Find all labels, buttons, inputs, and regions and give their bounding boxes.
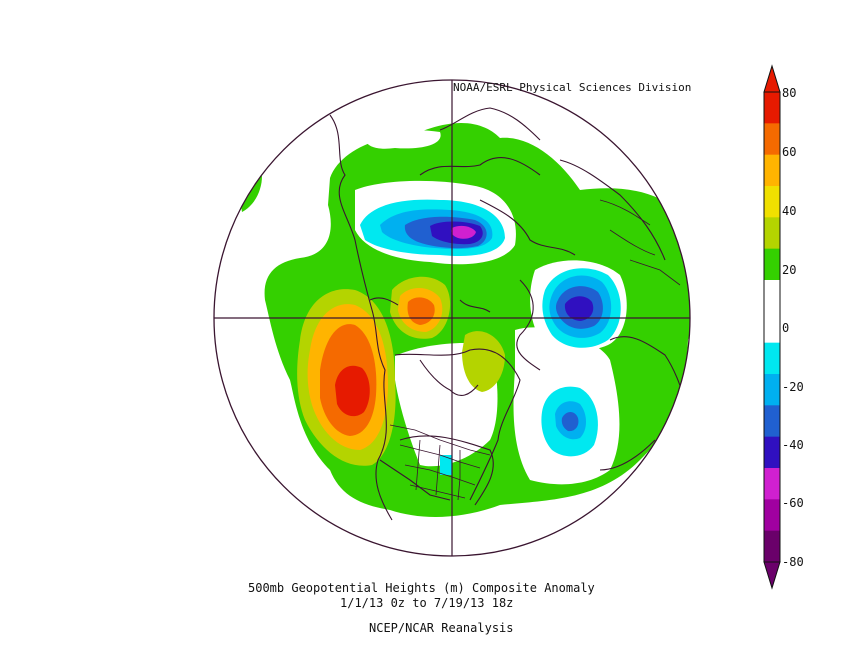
colorbar-band <box>764 92 780 124</box>
date-range: 1/1/13 0z to 7/19/13 18z <box>340 596 514 610</box>
colorbar-band <box>764 342 780 375</box>
positive-anomaly-region <box>462 331 505 392</box>
negative-anomaly-region <box>564 296 594 321</box>
colorbar-band <box>764 248 780 281</box>
colorbar-band <box>764 154 780 187</box>
colorbar-band <box>764 468 780 500</box>
colorbar-tick-label: 20 <box>782 263 797 277</box>
colorbar-band <box>764 123 780 156</box>
negative-anomaly-region <box>451 225 476 239</box>
negative-anomaly-region <box>561 412 579 432</box>
colorbar-tick-label: -60 <box>782 496 804 510</box>
colorbar-band <box>764 499 780 532</box>
positive-anomaly-region <box>240 176 262 212</box>
colorbar <box>763 64 781 590</box>
colorbar-top-arrow <box>763 64 781 93</box>
data-source: NCEP/NCAR Reanalysis <box>369 621 514 635</box>
colorbar-tick-label: -20 <box>782 380 804 394</box>
colorbar-tick-label: 80 <box>782 86 797 100</box>
political-borders <box>389 199 681 501</box>
coastlines <box>329 107 686 521</box>
colorbar-band <box>764 436 780 469</box>
globe-outline <box>213 79 691 557</box>
colorbar-band <box>764 530 780 563</box>
colorbar-tick-label: -80 <box>782 555 804 569</box>
positive-anomaly-region <box>335 365 370 417</box>
colorbar-bottom-arrow <box>763 561 781 590</box>
colorbar-band <box>764 217 780 250</box>
colorbar-band <box>764 405 780 438</box>
credit-text: NOAA/ESRL Physical Sciences Division <box>453 81 692 94</box>
neutral-region <box>365 130 441 149</box>
colorbar-tick-label: -40 <box>782 438 804 452</box>
colorbar-band <box>764 186 780 218</box>
colorbar-band <box>764 280 780 312</box>
colorbar-band <box>764 311 780 344</box>
negative-anomaly-region <box>440 455 452 475</box>
colorbar-band <box>764 374 780 406</box>
anomaly-field <box>214 80 690 556</box>
colorbar-tick-label: 0 <box>782 321 790 335</box>
colorbar-tick-label: 40 <box>782 204 797 218</box>
map-title: 500mb Geopotential Heights (m) Composite… <box>248 581 595 595</box>
colorbar-tick-label: 60 <box>782 145 797 159</box>
